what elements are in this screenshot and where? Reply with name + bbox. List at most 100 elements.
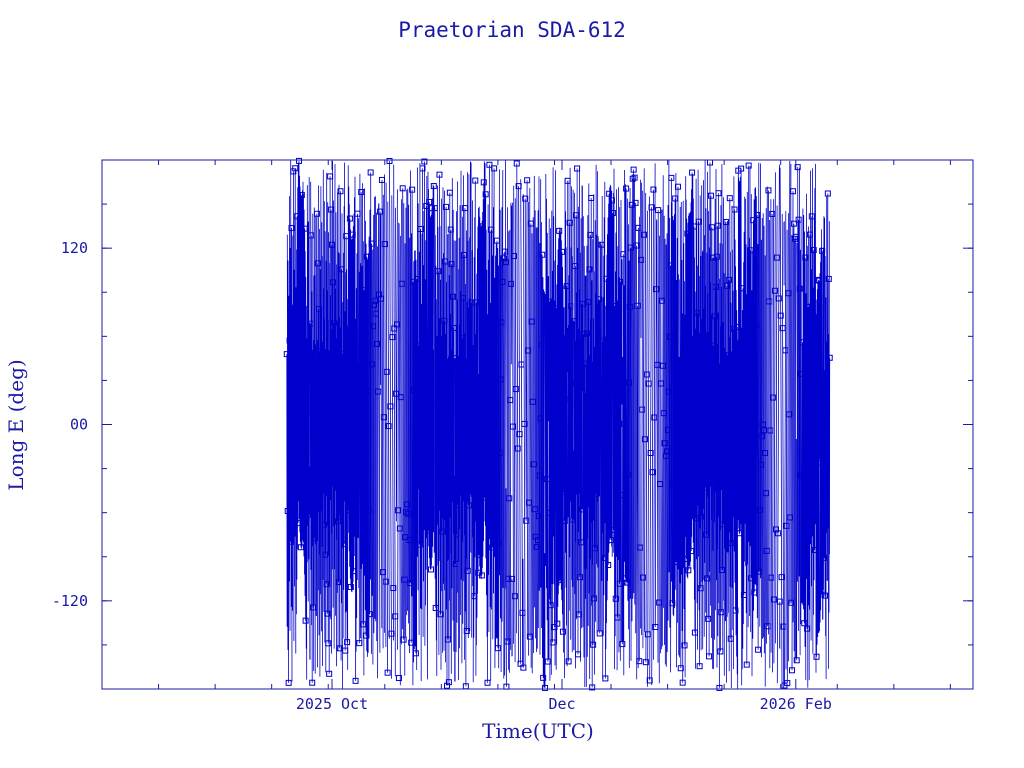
data-point-marker [417, 225, 424, 232]
data-point-marker [659, 362, 666, 369]
data-point-marker [508, 280, 515, 287]
data-point-marker [635, 224, 642, 231]
data-point-marker [579, 300, 586, 307]
data-point-marker [695, 218, 702, 225]
data-point-marker [742, 401, 749, 408]
data-point-marker [533, 543, 540, 550]
data-point-marker [422, 438, 429, 445]
data-point-marker [365, 507, 372, 514]
data-point-marker [681, 642, 688, 649]
data-point-marker [509, 423, 516, 430]
data-point-marker [330, 319, 337, 326]
data-point-marker [518, 361, 525, 368]
data-point-marker [573, 212, 580, 219]
data-point-marker [332, 410, 339, 417]
data-point-marker [447, 226, 454, 233]
data-point-marker [601, 554, 608, 561]
data-point-marker [345, 366, 352, 373]
data-point-marker [458, 372, 465, 379]
data-point-marker [327, 173, 334, 180]
data-point-marker [547, 602, 554, 609]
data-point-marker [799, 339, 806, 346]
data-point-marker [361, 287, 368, 294]
data-point-marker [552, 332, 559, 339]
data-point-marker [389, 334, 396, 341]
data-point-marker [546, 298, 553, 305]
data-point-marker [569, 451, 576, 458]
data-point-marker [382, 578, 389, 585]
data-point-marker [770, 394, 777, 401]
data-point-marker [632, 199, 639, 206]
data-point-marker [634, 302, 641, 309]
data-point-marker [336, 645, 343, 652]
data-point-marker [293, 447, 300, 454]
data-point-marker [403, 509, 410, 516]
data-point-marker [425, 527, 432, 534]
data-point-marker [765, 187, 772, 194]
data-point-marker [633, 242, 640, 249]
data-point-marker [737, 353, 744, 360]
data-point-marker [752, 448, 759, 455]
data-point-marker [560, 489, 567, 496]
data-point-marker [440, 382, 447, 389]
data-point-marker [539, 251, 546, 258]
data-point-marker [308, 232, 315, 239]
data-point-marker [377, 208, 384, 215]
data-point-marker [381, 241, 388, 248]
data-point-marker [721, 471, 728, 478]
data-point-marker [785, 290, 792, 297]
data-point-marker [622, 575, 629, 582]
data-point-marker [429, 362, 436, 369]
data-point-marker [527, 220, 534, 227]
data-point-marker [790, 220, 797, 227]
data-point-marker [287, 538, 294, 545]
data-point-marker [291, 424, 298, 431]
data-point-marker [669, 600, 676, 607]
data-point-marker [499, 278, 506, 285]
data-point-marker [331, 363, 338, 370]
data-point-marker [424, 508, 431, 515]
data-point-marker [591, 595, 598, 602]
data-point-marker [498, 319, 505, 326]
data-point-marker [720, 521, 727, 528]
data-point-marker [497, 376, 504, 383]
data-point-marker [568, 380, 575, 387]
data-point-marker [476, 392, 483, 399]
data-point-marker [771, 596, 778, 603]
data-point-marker [542, 684, 549, 691]
data-point-marker [460, 251, 467, 258]
data-point-marker [714, 222, 721, 229]
data-point-marker [456, 440, 463, 447]
data-point-marker [796, 285, 803, 292]
data-point-marker [731, 206, 738, 213]
data-point-marker [657, 380, 664, 387]
data-point-marker [769, 210, 776, 217]
data-point-marker [625, 379, 632, 386]
data-point-marker [298, 192, 305, 199]
data-point-marker [323, 581, 330, 588]
data-point-marker [500, 255, 507, 262]
data-point-marker [289, 454, 296, 461]
data-point-marker [627, 244, 634, 251]
data-point-marker [580, 331, 587, 338]
data-point-marker [320, 490, 327, 497]
data-point-marker [728, 540, 735, 547]
data-point-marker [312, 412, 319, 419]
data-point-marker [549, 639, 556, 646]
data-point-marker [780, 623, 787, 630]
data-point-marker [528, 318, 535, 325]
chart-title: Praetorian SDA-612 [398, 18, 626, 42]
data-point-marker [355, 374, 362, 381]
data-point-marker [651, 414, 658, 421]
data-point-marker [657, 481, 664, 488]
data-point-marker [563, 283, 570, 290]
data-point-marker [756, 506, 763, 513]
data-point-marker [684, 230, 691, 237]
data-point-marker [283, 351, 290, 358]
data-point-marker [743, 661, 750, 668]
data-point-marker [477, 223, 484, 230]
data-point-marker [754, 211, 761, 218]
data-point-marker [639, 406, 646, 413]
data-point-marker [530, 461, 537, 468]
data-point-marker [317, 387, 324, 394]
